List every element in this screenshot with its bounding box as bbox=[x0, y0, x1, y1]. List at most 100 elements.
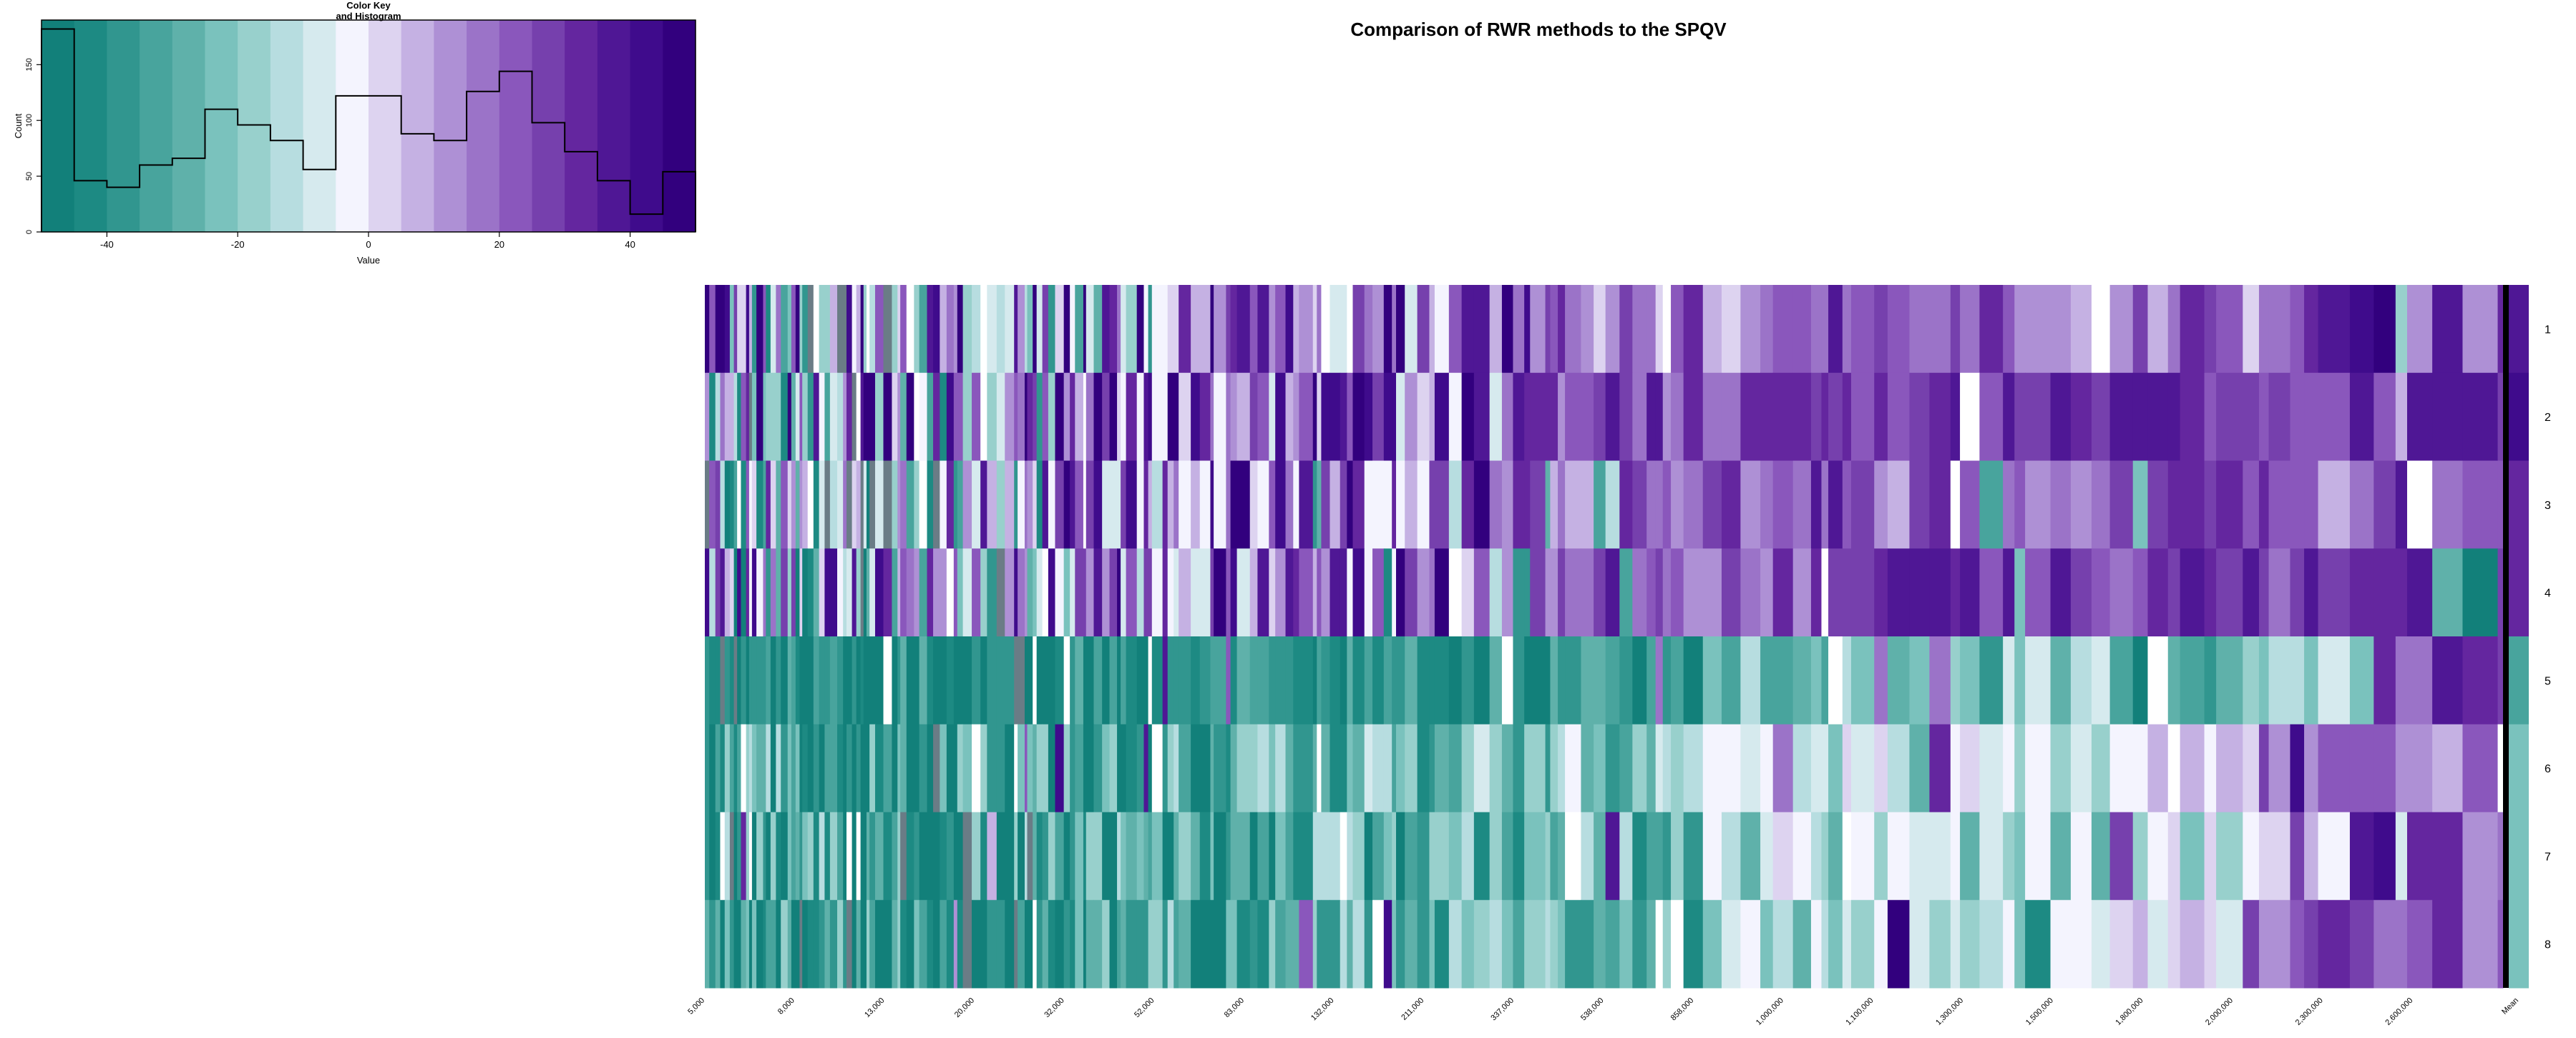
heatmap-cell bbox=[1874, 812, 1888, 901]
heatmap-cell bbox=[927, 372, 934, 461]
heatmap-cell bbox=[1249, 812, 1258, 901]
heatmap-cell bbox=[1760, 372, 1774, 461]
heatmap-cell bbox=[2147, 900, 2169, 989]
heatmap-cell bbox=[1048, 724, 1055, 813]
heatmap-cell bbox=[1055, 460, 1065, 549]
heatmap-cell bbox=[2318, 636, 2351, 725]
heatmap-cell bbox=[1179, 724, 1191, 813]
heatmap-cell bbox=[1214, 285, 1226, 374]
heatmap-cell bbox=[852, 460, 857, 549]
heatmap-cell bbox=[1619, 724, 1633, 813]
heatmap-cell bbox=[1199, 900, 1211, 989]
heatmap-cell bbox=[724, 724, 731, 813]
heatmap-cell bbox=[1842, 460, 1852, 549]
heatmap-cell bbox=[741, 285, 747, 374]
heatmap-cell bbox=[1760, 900, 1774, 989]
heatmap-cell bbox=[914, 548, 920, 637]
heatmap-cell bbox=[1417, 372, 1430, 461]
heatmap-cell bbox=[1191, 812, 1201, 901]
heatmap-cell bbox=[892, 372, 898, 461]
heatmap-cell bbox=[709, 900, 716, 989]
heatmap-cell bbox=[1179, 372, 1191, 461]
heatmap-cell bbox=[2147, 812, 2169, 901]
heatmap-cell bbox=[1605, 812, 1620, 901]
heatmap-cell bbox=[846, 636, 853, 725]
heatmap-cell bbox=[1545, 900, 1551, 989]
heatmap-cell bbox=[729, 724, 735, 813]
column-label: 2,300,000 bbox=[2294, 996, 2325, 1027]
heatmap-cell bbox=[1909, 460, 1930, 549]
heatmap-cell bbox=[1330, 636, 1341, 725]
heatmap-cell bbox=[962, 900, 972, 989]
heatmap-cell bbox=[795, 285, 800, 374]
heatmap-cell bbox=[715, 460, 721, 549]
heatmap-cell bbox=[1042, 285, 1049, 374]
heatmap-cell bbox=[863, 900, 867, 989]
heatmap-cell bbox=[843, 812, 847, 901]
heatmap-cell bbox=[1842, 900, 1852, 989]
heatmap-cell bbox=[2290, 900, 2305, 989]
heatmap-cell bbox=[1285, 548, 1294, 637]
heatmap-cell bbox=[957, 285, 964, 374]
heatmap-cell bbox=[1434, 724, 1450, 813]
heatmap-cell bbox=[914, 724, 920, 813]
heatmap-cell bbox=[2109, 285, 2134, 374]
heatmap-cell bbox=[807, 548, 814, 637]
heatmap-cell bbox=[1330, 724, 1341, 813]
heatmap-cell bbox=[1085, 372, 1094, 461]
heatmap-cell bbox=[1581, 548, 1594, 637]
heatmap-cell bbox=[1392, 900, 1397, 989]
color-key-strip bbox=[532, 20, 565, 232]
heatmap-cell bbox=[1236, 460, 1251, 549]
heatmap-cell bbox=[724, 372, 731, 461]
heatmap-cell bbox=[1558, 548, 1566, 637]
heatmap-cell bbox=[795, 812, 800, 901]
heatmap-cell bbox=[1960, 812, 1980, 901]
heatmap-cell bbox=[874, 724, 884, 813]
heatmap-cell bbox=[1655, 460, 1664, 549]
column-label: 1,100,000 bbox=[1844, 996, 1875, 1027]
heatmap-cell bbox=[1109, 460, 1118, 549]
heatmap-cell bbox=[791, 460, 796, 549]
heatmap-cell bbox=[2268, 548, 2290, 637]
heatmap-cell bbox=[1269, 460, 1276, 549]
heatmap-cell bbox=[1950, 812, 1961, 901]
column-label: 1,000,000 bbox=[1755, 996, 1785, 1027]
heatmap-cell bbox=[705, 636, 710, 725]
heatmap-cell bbox=[1162, 548, 1169, 637]
heatmap-cell bbox=[1792, 900, 1812, 989]
color-key-strip bbox=[336, 20, 369, 232]
heatmap-cell bbox=[2070, 460, 2092, 549]
heatmap-cell bbox=[1075, 812, 1084, 901]
heatmap-cell bbox=[1070, 285, 1075, 374]
heatmap-cell bbox=[1392, 285, 1397, 374]
heatmap-cell bbox=[1489, 900, 1503, 989]
heatmap-cell bbox=[2180, 548, 2205, 637]
heatmap-cell bbox=[1396, 900, 1405, 989]
heatmap-cell bbox=[1083, 372, 1087, 461]
heatmap-cell bbox=[2395, 285, 2408, 374]
heatmap-cell bbox=[1671, 285, 1684, 374]
heatmap-cell bbox=[883, 548, 892, 637]
heatmap-cell bbox=[819, 548, 825, 637]
heatmap-cell bbox=[1143, 372, 1149, 461]
heatmap-cell bbox=[852, 724, 857, 813]
heatmap-cell bbox=[1230, 372, 1238, 461]
heatmap-cell bbox=[1036, 636, 1043, 725]
heatmap-cell bbox=[1214, 900, 1226, 989]
heatmap-cell bbox=[2003, 636, 2015, 725]
heatmap-cell bbox=[883, 372, 892, 461]
heatmap-cell bbox=[1721, 460, 1741, 549]
heatmap-cell bbox=[724, 548, 731, 637]
heatmap-cell bbox=[837, 724, 844, 813]
heatmap-cell bbox=[1121, 724, 1127, 813]
heatmap-cell bbox=[1448, 285, 1463, 374]
heatmap-cell bbox=[1721, 548, 1741, 637]
heatmap-cell bbox=[781, 636, 789, 725]
heatmap-cell bbox=[2050, 548, 2072, 637]
heatmap-cell bbox=[1018, 460, 1025, 549]
heatmap-cell bbox=[1417, 460, 1430, 549]
heatmap-cell bbox=[1461, 900, 1475, 989]
heatmap-cell bbox=[1174, 548, 1179, 637]
heatmap-cell bbox=[1033, 900, 1038, 989]
